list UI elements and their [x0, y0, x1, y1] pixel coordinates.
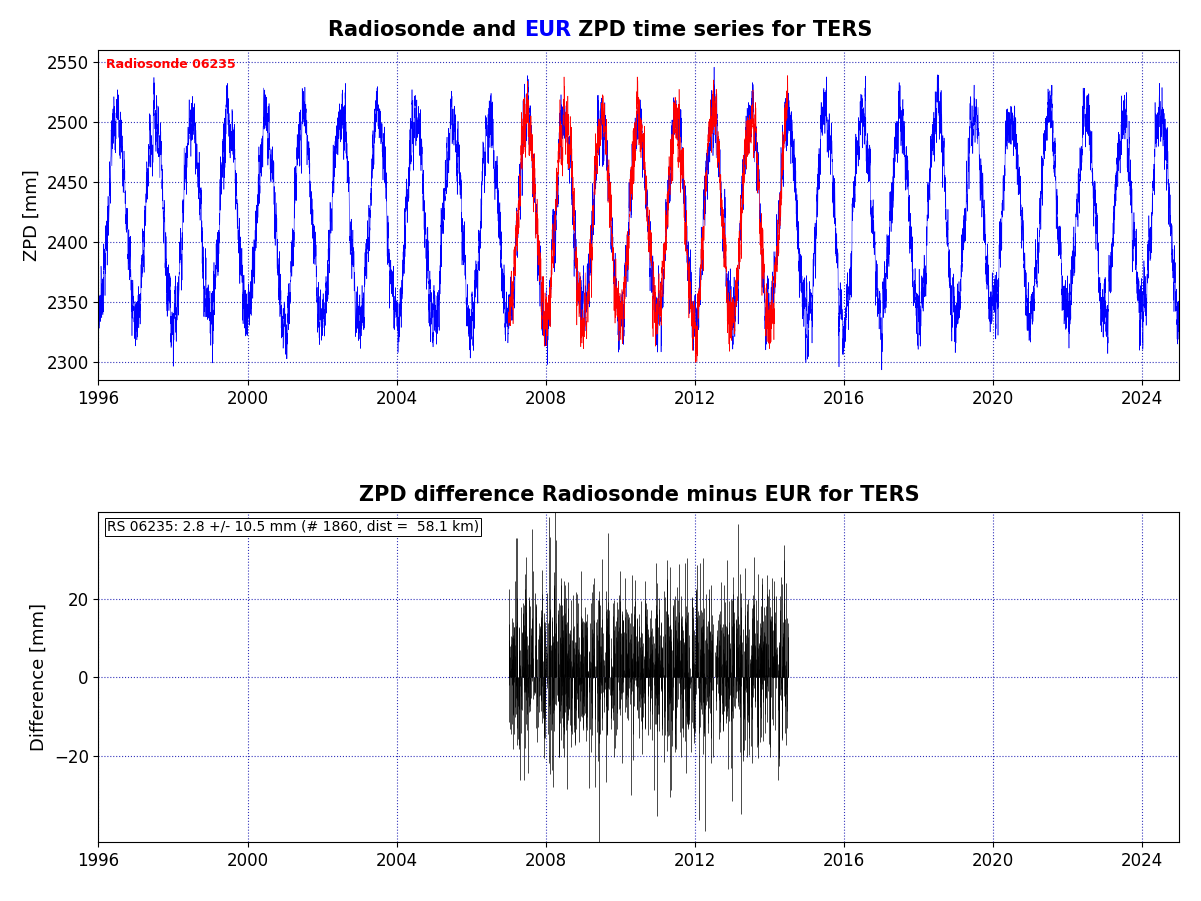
- Y-axis label: ZPD [mm]: ZPD [mm]: [23, 168, 41, 260]
- Text: Radiosonde 06235: Radiosonde 06235: [106, 58, 235, 71]
- Title: ZPD difference Radiosonde minus EUR for TERS: ZPD difference Radiosonde minus EUR for …: [359, 485, 919, 505]
- Text: Radiosonde and: Radiosonde and: [329, 20, 524, 40]
- Text: RS 06235: 2.8 +/- 10.5 mm (# 1860, dist =  58.1 km): RS 06235: 2.8 +/- 10.5 mm (# 1860, dist …: [107, 520, 479, 534]
- Text: EUR: EUR: [524, 20, 572, 40]
- Text: ZPD time series for TERS: ZPD time series for TERS: [572, 20, 872, 40]
- Y-axis label: Difference [mm]: Difference [mm]: [30, 604, 48, 751]
